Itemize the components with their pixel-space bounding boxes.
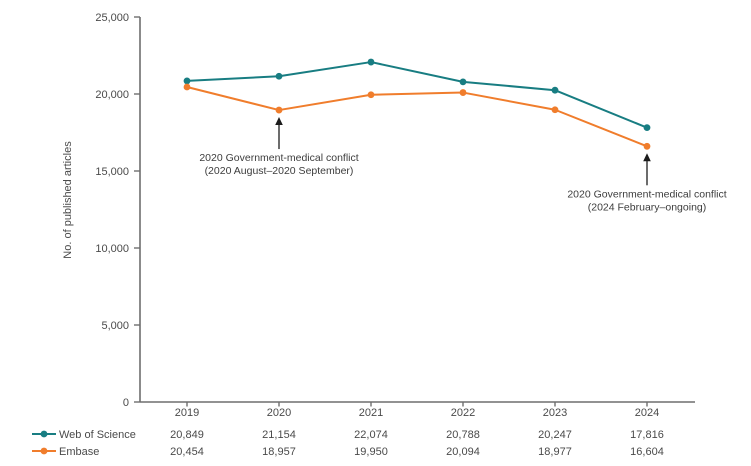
data-point	[275, 72, 283, 80]
value-cell: 20,247	[538, 429, 572, 441]
x-tick-label: 2021	[359, 407, 383, 419]
data-point	[367, 91, 375, 99]
y-axis-ticks: 0 5,000 10,000 15,000 20,000 25,000	[95, 12, 140, 409]
value-cell: 20,454	[170, 446, 204, 458]
data-point	[183, 77, 191, 85]
annotation-text-line1: 2020 Government-medical conflict	[199, 152, 358, 164]
legend-label: Embase	[59, 446, 99, 458]
value-cell: 16,604	[630, 446, 664, 458]
legend-marker-dot	[40, 430, 48, 438]
annotation: 2020 Government-medical conflict(2020 Au…	[199, 117, 359, 177]
data-point	[367, 58, 375, 66]
legend-item-web-of-science: Web of Science	[32, 429, 136, 441]
y-tick-label: 5,000	[101, 320, 129, 332]
value-cell: 20,849	[170, 429, 204, 441]
annotation-arrow-head	[643, 153, 651, 162]
legend: Web of Science Embase	[32, 429, 136, 458]
annotation-text-line2: (2020 August–2020 September)	[205, 165, 354, 177]
y-tick-label: 0	[123, 397, 129, 409]
x-axis: 2019 2020 2021 2022 2023 2024	[140, 401, 695, 419]
series-web-of-science	[183, 58, 651, 132]
value-cell: 20,094	[446, 446, 480, 458]
legend-item-embase: Embase	[32, 446, 99, 458]
y-axis-title: No. of published articles	[62, 141, 74, 259]
x-tick-label: 2023	[543, 407, 567, 419]
annotations: 2020 Government-medical conflict(2020 Au…	[199, 117, 727, 213]
data-point	[643, 124, 651, 132]
value-cell: 18,957	[262, 446, 296, 458]
y-tick-label: 20,000	[95, 89, 129, 101]
data-point	[643, 142, 651, 150]
y-tick-label: 15,000	[95, 166, 129, 178]
legend-label: Web of Science	[59, 429, 136, 441]
data-point	[459, 89, 467, 96]
annotation-text-line1: 2020 Government-medical conflict	[567, 188, 726, 200]
data-point	[275, 106, 283, 114]
y-tick-label: 25,000	[95, 12, 129, 24]
y-axis: 0 5,000 10,000 15,000 20,000 25,000 No. of pu…	[62, 12, 141, 409]
value-cell: 18,977	[538, 446, 572, 458]
series-embase	[183, 83, 651, 150]
x-tick-label: 2024	[635, 407, 659, 419]
annotation-arrow-head	[275, 117, 283, 126]
value-cell: 20,788	[446, 429, 480, 441]
series-line	[186, 86, 648, 148]
value-table: 20,849 21,154 22,074 20,788 20,247 17,816 20,4…	[170, 429, 664, 458]
x-tick-label: 2022	[451, 407, 475, 419]
value-cell: 19,950	[354, 446, 388, 458]
x-axis-ticks: 2019 2020 2021 2022 2023 2024	[175, 402, 659, 419]
annotation-text-line2: (2024 February–ongoing)	[588, 201, 707, 213]
data-point	[551, 106, 559, 114]
annotation: 2020 Government-medical conflict(2024 Fe…	[567, 153, 727, 213]
x-tick-label: 2019	[175, 407, 199, 419]
data-point	[183, 83, 191, 91]
series-line	[186, 61, 648, 129]
value-cell: 22,074	[354, 429, 388, 441]
series-lines	[183, 58, 651, 150]
legend-marker-dot	[40, 447, 48, 455]
data-point	[551, 86, 559, 94]
data-point	[459, 78, 467, 86]
y-tick-label: 10,000	[95, 243, 129, 255]
value-cell: 17,816	[630, 429, 664, 441]
x-tick-label: 2020	[267, 407, 291, 419]
value-cell: 21,154	[262, 429, 296, 441]
